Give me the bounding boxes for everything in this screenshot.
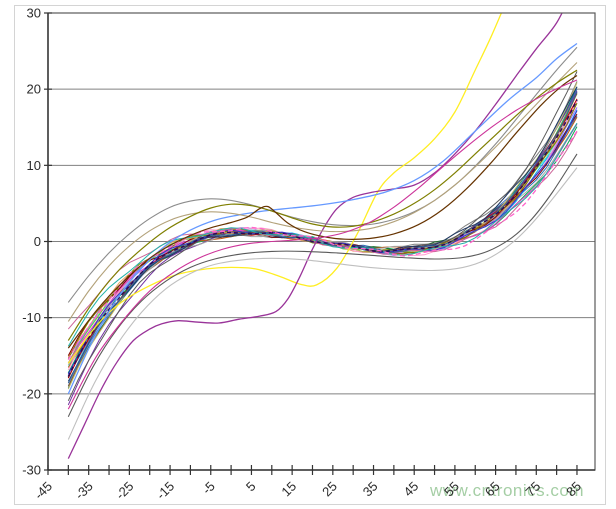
series-line: [67, 42, 578, 395]
y-axis-tick-label: 0: [34, 234, 41, 249]
series-line: [67, 79, 578, 410]
series-group: [67, 13, 578, 459]
series-line: [67, 122, 578, 366]
series-line: [67, 46, 578, 303]
series-line: [67, 107, 578, 359]
x-axis-tick-label: -35: [72, 479, 96, 503]
watermark: www.cntronics.com: [430, 481, 584, 500]
x-axis-tick-label: 75: [523, 479, 544, 500]
y-axis-tick-label: -30: [22, 463, 41, 478]
x-axis-tick-label: -45: [31, 479, 55, 503]
series-line: [67, 126, 578, 374]
x-axis-tick-label: 55: [441, 479, 462, 500]
series-line: [67, 91, 578, 384]
y-axis-tick-label: 10: [27, 158, 41, 173]
y-axis-tick-label: -10: [22, 310, 41, 325]
series-line: [67, 93, 578, 364]
x-axis-tick-label: 35: [360, 479, 381, 500]
series-line: [67, 130, 578, 361]
series-line: [67, 75, 578, 349]
x-axis-tick-label: 45: [400, 479, 421, 500]
y-axis-tick-label: 30: [27, 5, 41, 20]
y-axis-tick-label: 20: [27, 82, 41, 97]
x-axis-tick-label: -5: [199, 479, 218, 498]
x-axis-tick-label: 5: [243, 479, 259, 495]
series-line: [67, 82, 578, 390]
y-axis-tick-label: -20: [22, 386, 41, 401]
series-line: [67, 13, 563, 459]
x-axis-tick-label: -25: [113, 479, 137, 503]
series-line: [67, 62, 578, 322]
series-line: [67, 81, 578, 373]
series-line: [67, 69, 578, 341]
series-line: [67, 167, 578, 440]
series-line: [67, 13, 503, 364]
x-axis-tick-label: -15: [153, 479, 177, 503]
series-line: [67, 98, 578, 379]
x-axis-tick-label: 25: [319, 479, 340, 500]
series-line: [67, 153, 578, 417]
x-axis-tick-label: 15: [278, 479, 299, 500]
series-line: [67, 123, 578, 347]
series-line: [67, 99, 578, 377]
x-axis-tick-label: 85: [563, 479, 584, 500]
x-axis-tick-label: 65: [482, 479, 503, 500]
